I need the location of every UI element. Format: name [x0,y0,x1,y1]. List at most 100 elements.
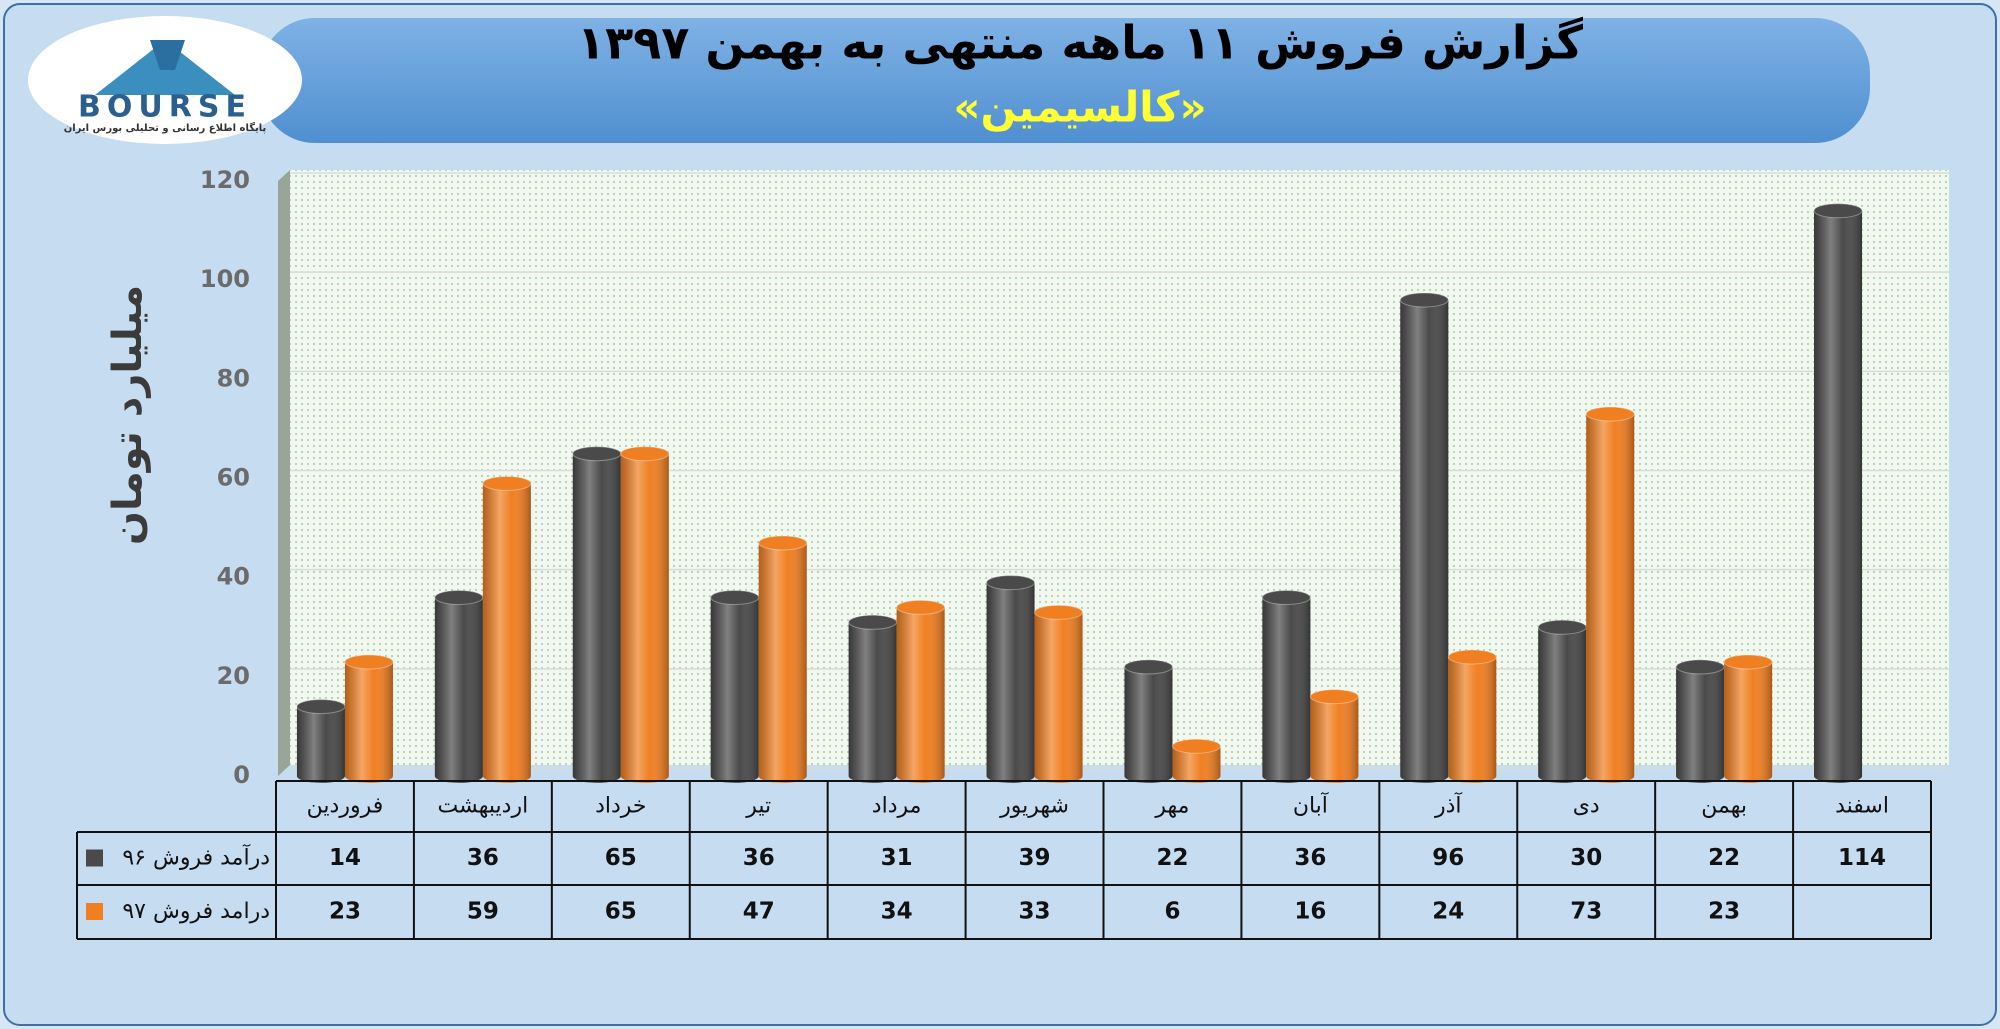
x-tick-label: تیر [745,794,771,819]
table-cell: 73 [1570,899,1602,925]
x-tick-label: فروردین [307,794,384,819]
bar-shine [296,699,345,783]
x-tick-label: اسفند [1835,794,1889,819]
chart-title: گزارش فروش ۱۱ ماهه منتهی به بهمن ۱۳۹۷ [577,16,1583,70]
y-tick-label: 40 [217,563,250,591]
logo-mark [150,40,185,70]
table-cell: 22 [1708,845,1740,871]
bar-cap [1447,649,1497,665]
table-cell: 39 [1019,845,1051,871]
bar-shine [1586,407,1635,783]
table-cell: 30 [1570,845,1602,871]
bar-cap [1123,659,1173,675]
bar-shine [1124,659,1173,783]
x-tick-label: مرداد [872,794,922,819]
y-tick-label: 100 [200,265,250,293]
table-cell: 23 [1708,899,1740,925]
bar-shine [710,590,759,783]
x-tick-label: بهمن [1701,794,1747,819]
bar-shine [434,590,483,783]
table-cell: 14 [329,845,361,871]
bar-cap [482,475,532,491]
bar-shine [1400,293,1449,783]
bar-shine [758,535,807,783]
bar-shine [1538,620,1587,783]
table-cell: 6 [1164,899,1180,925]
title-banner [260,18,1870,143]
bar-cap [620,446,670,462]
y-tick-label: 120 [200,166,250,194]
bar-shine [620,446,669,783]
bar-cap [572,446,622,462]
bar-shine [482,476,531,783]
legend-label: درآمد فروش ۹۶ [122,844,270,871]
legend-label: درامد فروش ۹۷ [122,899,270,924]
table-cell: 96 [1432,845,1464,871]
bar-shine [848,615,897,783]
bar-cap [1399,292,1449,308]
y-tick-label: 60 [217,464,250,492]
x-tick-label: مهر [1154,794,1189,819]
bar-shine [1676,659,1725,783]
table-cell: 23 [329,899,361,925]
x-tick-label: آذر [1434,792,1462,819]
table-cell: 65 [605,845,637,871]
y-tick-label: 80 [217,364,250,392]
bar-shine [896,600,945,783]
bar-cap [1261,590,1311,605]
bar-shine [1310,689,1359,783]
bar-shine [1034,605,1083,783]
legend-swatch [86,849,103,867]
y-tick-label: 20 [217,662,250,690]
y-tick-label: 0 [233,761,250,789]
bar-shine [1814,203,1863,783]
logo-tagline: پایگاه اطلاع رسانی و تحلیلی بورس ایران [64,121,267,134]
table-cell: 31 [881,845,913,871]
table-cell: 59 [467,899,499,925]
table-cell: 34 [881,899,913,925]
x-tick-label: شهریور [999,794,1069,819]
bar-cap [710,590,760,605]
bar-cap [1309,689,1359,705]
bar-cap [1585,406,1635,422]
bar-shine [1448,650,1497,783]
table-cell: 114 [1838,845,1886,871]
logo-name: BOURSE [78,90,252,125]
bar-shine [572,446,621,783]
bar-cap [1813,203,1863,219]
table-cell: 33 [1019,899,1051,925]
bar-cap [344,654,394,670]
x-tick-label: آبان [1293,792,1329,819]
x-tick-label: اردیبهشت [438,794,529,819]
table-cell: 47 [743,899,775,925]
bar-shine [344,654,393,783]
legend-swatch [86,903,103,920]
bar-shine [1724,654,1773,783]
table-cell: 22 [1156,845,1188,871]
chart-subtitle: «کالسیمین» [953,83,1206,133]
table-cell: 16 [1294,899,1326,925]
bar-shine [1262,590,1311,783]
bar-cap [1675,659,1725,675]
x-tick-label: دی [1573,794,1600,819]
y-axis-label: میلیارد تومان [105,285,151,545]
table-cell: 36 [743,845,775,871]
table-cell: 36 [1294,845,1326,871]
bar-cap [848,614,898,630]
table-cell: 65 [605,899,637,925]
bar-cap [1034,604,1084,620]
plot-side-wall [278,170,290,776]
bar-cap [758,535,808,551]
bar-cap [1537,619,1587,635]
logo: BOURSE پایگاه اطلاع رسانی و تحلیلی بورس … [28,16,302,144]
bar-cap [896,599,946,615]
plot-area [290,170,1949,765]
bar-cap [1723,654,1773,670]
bar-shine [986,575,1035,783]
table-cell: 36 [467,845,499,871]
bar-cap [296,699,346,715]
bar-cap [986,575,1036,591]
x-tick-label: خرداد [595,794,646,819]
